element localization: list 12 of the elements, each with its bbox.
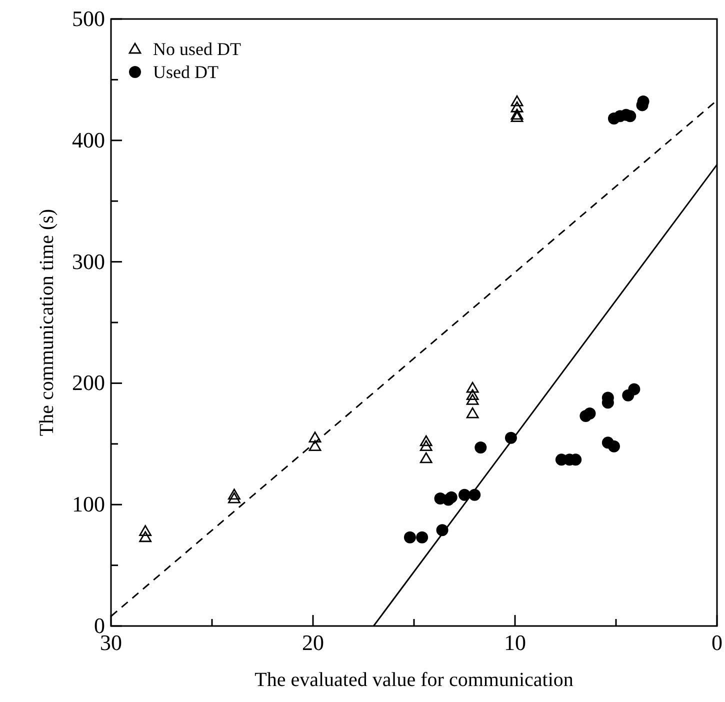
y-tick-label: 100 bbox=[72, 492, 105, 517]
legend-label: Used DT bbox=[153, 62, 218, 82]
y-tick-label: 200 bbox=[72, 370, 105, 396]
y-tick-label: 300 bbox=[72, 248, 105, 274]
x-tick-label: 20 bbox=[302, 630, 324, 655]
y-tick-label: 500 bbox=[72, 6, 105, 31]
x-tick-label: 10 bbox=[504, 630, 526, 655]
y-axis-title: The communication time (s) bbox=[36, 208, 58, 436]
y-tick-label: 400 bbox=[72, 127, 105, 152]
x-tick-label: 0 bbox=[712, 630, 722, 655]
legend-label: No used DT bbox=[153, 39, 241, 59]
x-axis-title: The evaluated value for communication bbox=[254, 669, 574, 691]
